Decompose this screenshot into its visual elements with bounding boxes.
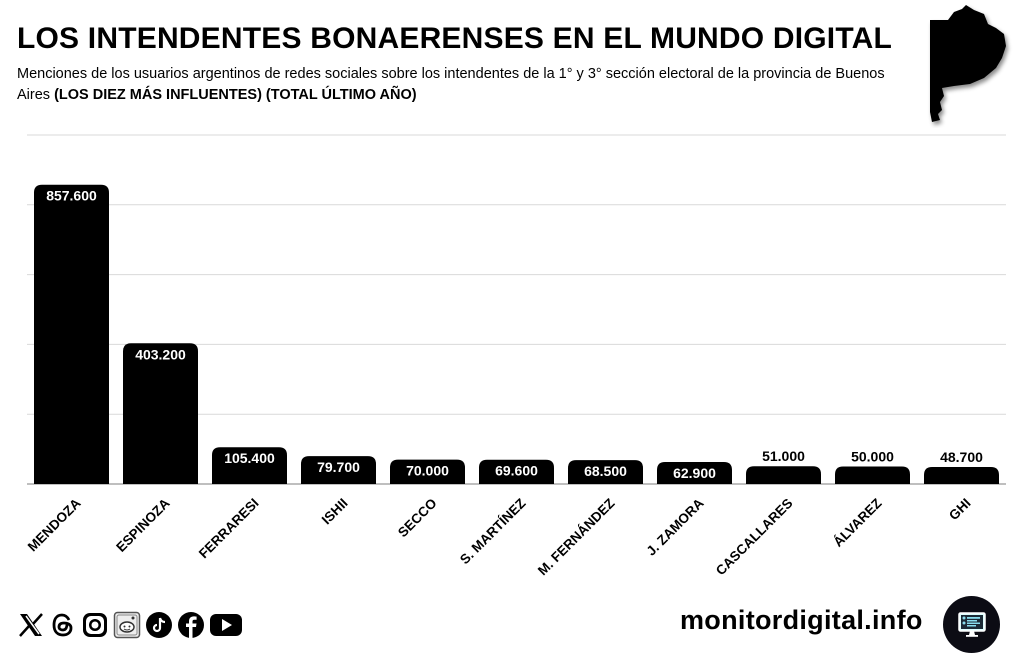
data-label: 69.600 (495, 463, 538, 479)
buenos-aires-map-icon (930, 5, 1006, 122)
x-tick-label: SECCO (395, 496, 440, 541)
x-tick-label: ÁLVAREZ (830, 496, 884, 550)
x-icon[interactable] (16, 610, 46, 640)
data-label: 51.000 (762, 448, 805, 464)
x-tick-label: M. FERNÁNDEZ (535, 496, 618, 579)
bar-ghi (924, 467, 999, 484)
x-tick-label: CASCALLARES (713, 496, 796, 579)
bar-ishii (301, 456, 376, 484)
bar-mendoza (34, 184, 109, 484)
bar-j-zamora (657, 462, 732, 484)
bar-espinoza (123, 343, 198, 484)
data-label: 79.700 (317, 459, 360, 475)
social-icons (16, 609, 244, 641)
bar-chart: 857.600 MENDOZA 403.200 ESPINOZA 105.400 FERR… (25, 134, 1006, 579)
reddit-icon[interactable] (112, 610, 142, 640)
data-label: 48.700 (940, 449, 983, 465)
x-tick-label: MENDOZA (25, 495, 84, 554)
subtitle-text: Menciones de los usuarios argentinos de … (17, 66, 885, 103)
threads-icon[interactable] (48, 610, 78, 640)
data-label: 403.200 (135, 346, 186, 362)
bar-cascallares (746, 466, 821, 484)
bar-álvarez (835, 466, 910, 484)
bar-s-martínez (479, 459, 554, 484)
page-title: LOS INTENDENTES BONAERENSES EN EL MUNDO … (17, 22, 893, 55)
site-url[interactable]: monitordigital.info (680, 605, 923, 635)
data-label: 857.600 (46, 188, 97, 204)
x-tick-label: S. MARTÍNEZ (457, 496, 529, 568)
x-tick-label: ESPINOZA (113, 495, 173, 555)
instagram-icon[interactable] (80, 610, 110, 640)
data-label: 62.900 (673, 465, 716, 481)
data-label: 68.500 (584, 463, 627, 479)
subtitle: Menciones de los usuarios argentinos de … (17, 64, 917, 106)
bar-m-fernández (568, 460, 643, 484)
x-tick-label: ISHII (319, 496, 351, 528)
youtube-icon[interactable] (208, 610, 244, 640)
facebook-icon[interactable] (176, 610, 206, 640)
bar-secco (390, 459, 465, 484)
tiktok-icon[interactable] (144, 610, 174, 640)
x-tick-label: GHI (946, 496, 974, 524)
x-tick-label: J. ZAMORA (644, 495, 707, 558)
subtitle-bold: (LOS DIEZ MÁS INFLUENTES) (TOTAL ÚLTIMO … (54, 87, 417, 103)
bar-ferraresi (212, 447, 287, 484)
data-label: 70.000 (406, 463, 449, 479)
monitor-icon (943, 596, 1000, 653)
data-label: 50.000 (851, 449, 894, 465)
x-tick-label: FERRARESI (196, 496, 262, 562)
data-label: 105.400 (224, 450, 275, 466)
